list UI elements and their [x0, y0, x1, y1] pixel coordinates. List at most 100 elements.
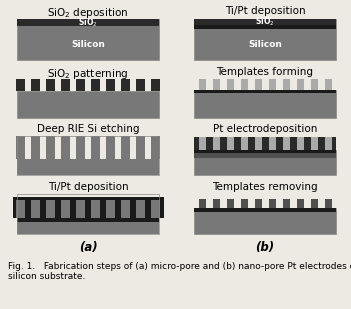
- Bar: [151, 201, 160, 218]
- Bar: [269, 199, 276, 208]
- Bar: [297, 199, 304, 208]
- Bar: [46, 79, 55, 91]
- Text: Silicon: Silicon: [248, 40, 282, 49]
- Bar: [136, 136, 145, 159]
- Bar: [25, 197, 28, 218]
- Bar: [106, 79, 115, 91]
- Bar: [87, 197, 91, 218]
- Bar: [31, 136, 40, 159]
- Text: Deep RIE Si etching: Deep RIE Si etching: [37, 124, 139, 134]
- Bar: [240, 137, 247, 150]
- Text: (a): (a): [79, 242, 97, 255]
- Bar: [118, 197, 121, 218]
- Bar: [73, 197, 76, 218]
- Bar: [85, 197, 88, 218]
- Bar: [194, 208, 336, 234]
- Text: SiO$_2$ patterning: SiO$_2$ patterning: [47, 67, 129, 81]
- Bar: [70, 197, 73, 218]
- Bar: [40, 197, 44, 218]
- Bar: [121, 136, 130, 159]
- Bar: [194, 208, 336, 211]
- Bar: [194, 153, 336, 158]
- Bar: [311, 79, 318, 90]
- Bar: [17, 159, 159, 175]
- Bar: [212, 79, 219, 90]
- Bar: [283, 79, 290, 90]
- Bar: [297, 137, 304, 150]
- Bar: [194, 19, 336, 25]
- Bar: [58, 197, 61, 218]
- Bar: [17, 91, 159, 118]
- Bar: [91, 136, 100, 159]
- Bar: [115, 197, 119, 218]
- Bar: [102, 197, 119, 201]
- Bar: [100, 197, 104, 218]
- Bar: [199, 137, 205, 150]
- Bar: [194, 90, 336, 93]
- Bar: [283, 137, 290, 150]
- Bar: [118, 197, 133, 201]
- Bar: [42, 197, 59, 201]
- Bar: [136, 79, 145, 91]
- Bar: [199, 199, 205, 208]
- Bar: [325, 137, 331, 150]
- Bar: [325, 199, 331, 208]
- Bar: [76, 136, 85, 159]
- Bar: [73, 197, 88, 201]
- Bar: [87, 197, 104, 201]
- Bar: [61, 201, 70, 218]
- Bar: [76, 79, 85, 91]
- Bar: [55, 197, 59, 218]
- Bar: [61, 136, 70, 159]
- Bar: [61, 79, 70, 91]
- Bar: [240, 79, 247, 90]
- Bar: [106, 136, 115, 159]
- Bar: [106, 201, 115, 218]
- Bar: [269, 79, 276, 90]
- Bar: [151, 136, 160, 159]
- Bar: [121, 79, 130, 91]
- Bar: [17, 218, 159, 222]
- Bar: [58, 197, 73, 201]
- Text: Templates removing: Templates removing: [212, 182, 318, 192]
- Text: SiO$_2$: SiO$_2$: [255, 16, 275, 28]
- Bar: [194, 25, 336, 29]
- Bar: [254, 79, 261, 90]
- Bar: [212, 137, 219, 150]
- Bar: [194, 150, 336, 175]
- Bar: [16, 201, 25, 218]
- Bar: [17, 136, 159, 175]
- Bar: [16, 136, 25, 159]
- Bar: [194, 19, 336, 60]
- Bar: [212, 199, 219, 208]
- Bar: [102, 197, 106, 218]
- Bar: [27, 197, 44, 201]
- Bar: [91, 79, 100, 91]
- Text: Ti/Pt deposition: Ti/Pt deposition: [225, 6, 305, 16]
- Bar: [194, 90, 336, 118]
- Bar: [145, 197, 148, 218]
- Text: Templates forming: Templates forming: [217, 67, 313, 77]
- Bar: [136, 201, 145, 218]
- Bar: [17, 218, 159, 234]
- Bar: [13, 197, 28, 201]
- Bar: [325, 79, 331, 90]
- Bar: [254, 199, 261, 208]
- Bar: [194, 137, 336, 150]
- Bar: [31, 201, 40, 218]
- Bar: [42, 197, 46, 218]
- Text: SiO$_2$ deposition: SiO$_2$ deposition: [47, 6, 128, 20]
- Bar: [269, 137, 276, 150]
- Bar: [199, 79, 205, 90]
- Bar: [46, 201, 55, 218]
- Bar: [311, 137, 318, 150]
- Bar: [13, 197, 16, 218]
- Bar: [151, 79, 160, 91]
- Bar: [147, 197, 151, 218]
- Bar: [76, 201, 85, 218]
- Bar: [17, 19, 159, 60]
- Bar: [226, 79, 233, 90]
- Text: Fig. 1.   Fabrication steps of (a) micro-pore and (b) nano-pore Pt electrodes on: Fig. 1. Fabrication steps of (a) micro-p…: [8, 262, 351, 281]
- Bar: [91, 201, 100, 218]
- Bar: [254, 137, 261, 150]
